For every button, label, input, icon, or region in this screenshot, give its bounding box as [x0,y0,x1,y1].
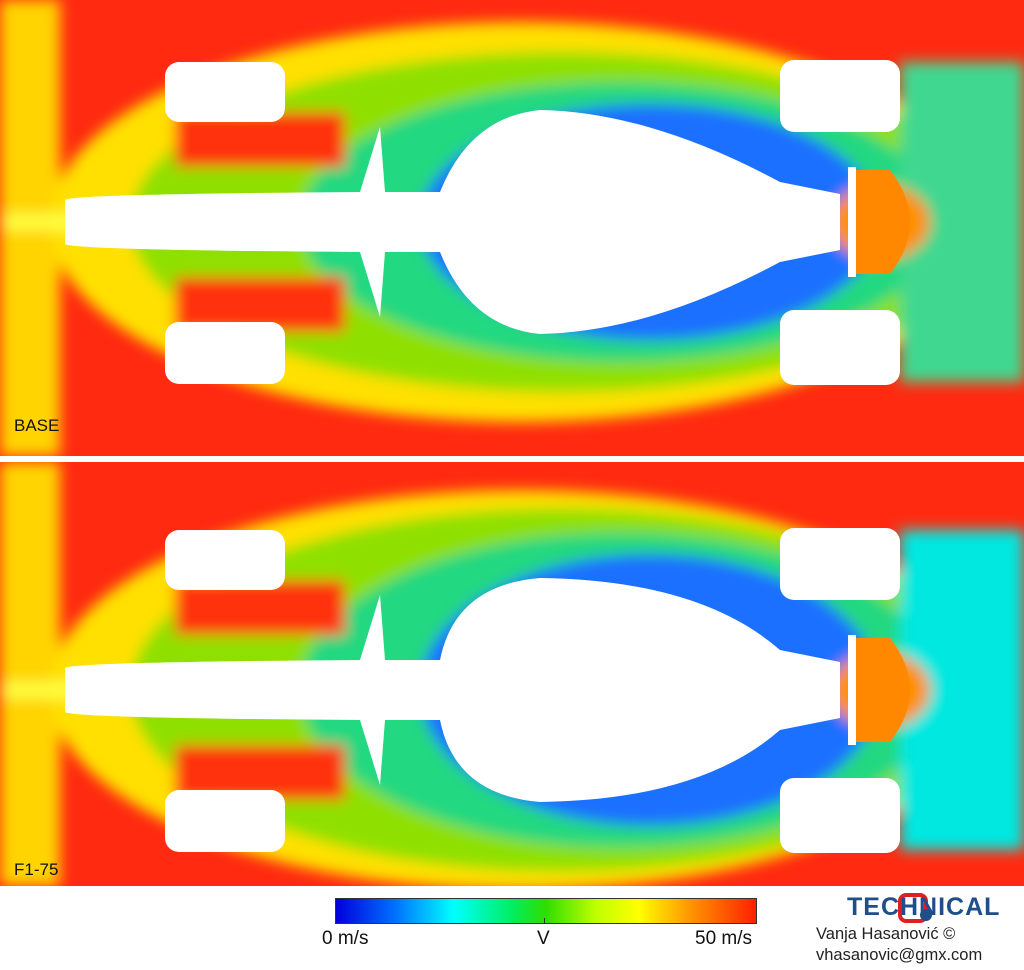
technical-logo-icon [898,893,932,923]
rear-wing [850,638,910,742]
colorbar-min-label: 0 m/s [322,928,369,949]
front-right-wheel [165,790,285,852]
car-body [65,578,840,802]
nose-stagnation [0,682,80,698]
colorbar-max-label: 50 m/s [695,928,753,949]
rear-wing-endplate [848,635,856,745]
panel-label: F1-75 [14,860,59,879]
rear-wing [850,170,910,274]
rear-right-wheel [780,310,900,385]
rear-wing-endplate [848,167,856,277]
rear-right-wheel [780,778,900,853]
rear-left-wheel [780,60,900,132]
rear-left-wheel [780,528,900,600]
front-right-wheel [165,322,285,384]
colorbar-tick [544,918,545,923]
velocity-contour-base [0,0,1024,456]
inlet-stagnation [0,462,60,886]
cfd-panel-base: BASE [0,0,1024,456]
velocity-contour-f1-75 [0,462,1024,886]
colorbar-variable-label: V [537,928,550,949]
logo-text: TECHNICAL [847,893,1001,921]
front-left-wheel [165,530,285,590]
author-email: vhasanovic@gmx.com [816,946,983,964]
nose-stagnation [0,214,80,230]
author-credit: Vanja Hasanović © [816,925,956,943]
cfd-panel-f1-75: F1-75 [0,462,1024,886]
panel-label: BASE [14,416,60,435]
velocity-colorbar [335,898,757,924]
car-body [65,110,840,334]
front-left-wheel [165,62,285,122]
